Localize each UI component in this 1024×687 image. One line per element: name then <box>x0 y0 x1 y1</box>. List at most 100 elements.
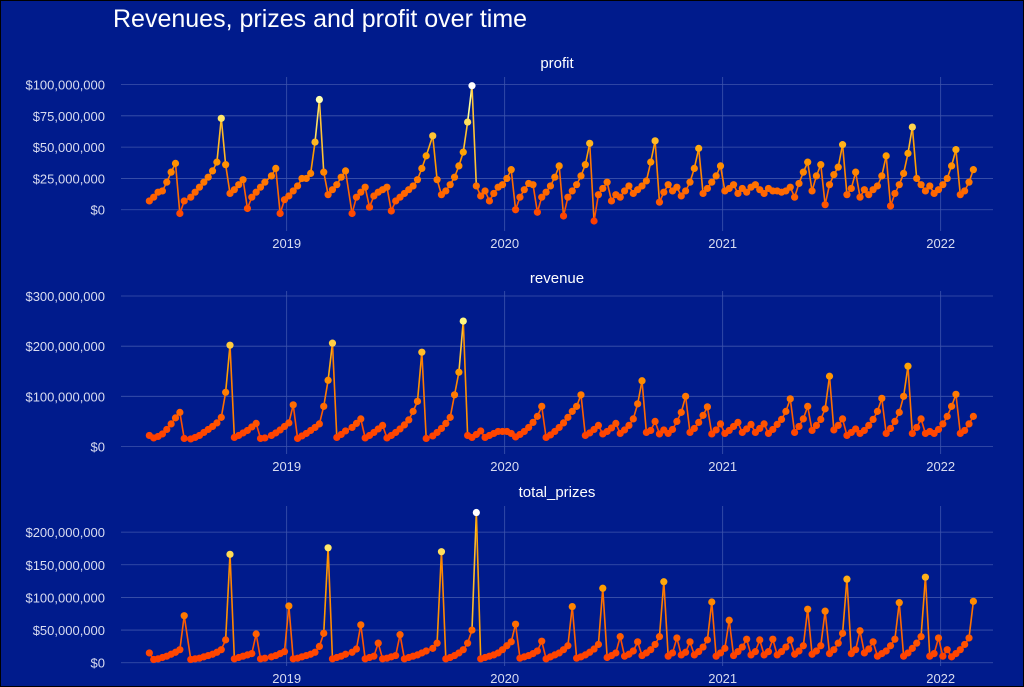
data-point <box>418 348 426 356</box>
data-point <box>934 425 943 434</box>
data-point <box>455 162 463 170</box>
data-point <box>525 423 533 432</box>
data-point <box>882 647 890 655</box>
line-segment <box>955 394 962 434</box>
data-point <box>555 423 563 432</box>
data-point <box>442 419 450 428</box>
data-point <box>180 612 188 620</box>
x-tick-label: 2022 <box>926 236 955 251</box>
data-point <box>743 425 751 433</box>
data-point <box>171 414 180 422</box>
data-point <box>716 649 725 657</box>
data-point <box>629 647 637 655</box>
line-segment <box>462 321 469 436</box>
line-segment <box>322 380 329 407</box>
line-segment <box>360 624 366 659</box>
line-segment <box>806 162 813 192</box>
data-point <box>969 597 977 605</box>
data-point <box>176 408 184 416</box>
data-point <box>352 419 361 428</box>
data-point <box>235 181 243 189</box>
panel-title: total_prizes <box>519 484 596 501</box>
data-point <box>673 634 681 642</box>
data-point <box>856 193 864 201</box>
line-segment <box>179 412 186 439</box>
data-point <box>573 181 581 189</box>
data-point <box>533 647 541 655</box>
data-point <box>830 426 838 434</box>
line-segment <box>636 380 643 404</box>
data-point <box>302 174 310 183</box>
data-point <box>341 167 350 175</box>
data-point <box>315 420 323 428</box>
data-point <box>834 163 842 171</box>
data-point <box>777 415 786 423</box>
data-point <box>280 648 289 656</box>
data-point <box>217 114 225 122</box>
line-segment <box>475 512 482 659</box>
data-point <box>507 166 515 174</box>
line-segment <box>846 579 853 654</box>
line-segment <box>440 551 447 659</box>
data-point <box>930 649 938 658</box>
data-point <box>261 178 269 186</box>
data-point <box>516 193 524 201</box>
data-point <box>533 208 541 216</box>
data-point <box>712 426 720 434</box>
line-segment <box>593 194 600 222</box>
data-point <box>860 426 868 435</box>
data-point <box>786 395 794 403</box>
data-point <box>477 427 485 435</box>
line-segment <box>588 143 595 222</box>
data-point <box>568 602 576 611</box>
data-point <box>651 417 659 425</box>
data-point <box>769 635 777 643</box>
data-point <box>464 118 472 126</box>
data-point <box>961 187 969 195</box>
data-point <box>686 178 694 186</box>
data-point <box>455 368 463 376</box>
line-segment <box>898 602 905 657</box>
data-point <box>594 640 603 649</box>
data-point <box>734 418 742 427</box>
data-point <box>804 402 812 410</box>
y-tick-label: $100,000,000 <box>25 389 105 404</box>
data-point <box>677 192 685 200</box>
data-point <box>921 573 930 581</box>
line-segment <box>558 165 565 217</box>
data-point <box>568 407 576 415</box>
data-point <box>734 189 742 198</box>
y-tick-label: $75,000,000 <box>33 109 105 124</box>
line-segment <box>911 127 918 179</box>
data-point <box>450 173 459 181</box>
data-point <box>383 183 391 191</box>
data-point <box>825 372 834 380</box>
data-point <box>256 183 265 191</box>
data-point <box>333 181 341 189</box>
data-point <box>226 341 234 349</box>
data-point <box>834 421 842 430</box>
line-segment <box>220 392 227 418</box>
data-point <box>895 408 903 416</box>
series-line <box>148 512 975 661</box>
data-point <box>900 392 908 400</box>
data-point <box>655 198 664 206</box>
line-segment <box>719 165 726 192</box>
data-point <box>261 434 269 442</box>
data-point <box>908 644 916 652</box>
data-point <box>396 631 404 639</box>
data-point <box>248 193 256 201</box>
line-segment <box>532 184 539 213</box>
data-point <box>764 648 773 656</box>
data-point <box>213 419 221 427</box>
data-point <box>352 193 361 201</box>
line-segment <box>355 624 362 650</box>
panel-title: profit <box>540 55 574 72</box>
data-point <box>777 648 786 656</box>
data-point <box>180 197 188 205</box>
data-point <box>738 643 746 651</box>
data-point <box>163 425 171 434</box>
data-point <box>599 584 607 592</box>
data-point <box>285 192 293 200</box>
data-point <box>577 391 585 399</box>
